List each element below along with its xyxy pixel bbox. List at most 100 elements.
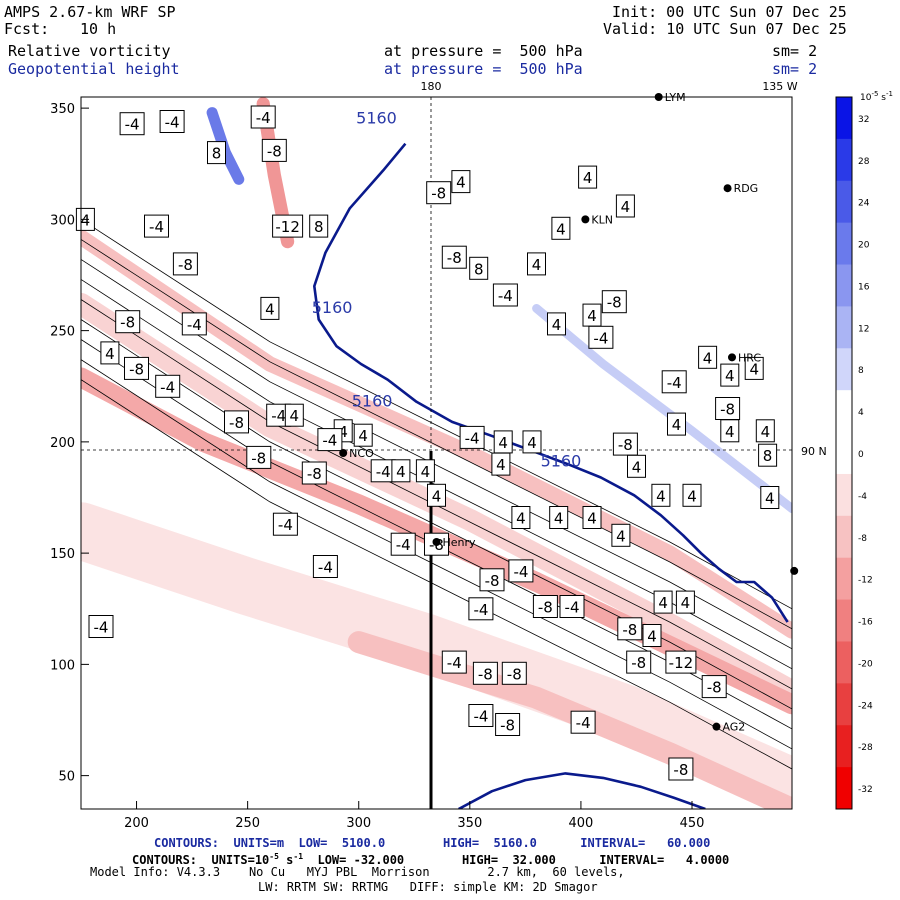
vorticity-label: 4	[647, 627, 657, 645]
vorticity-label-box	[682, 483, 702, 507]
fcst-label: Fcst:	[4, 20, 50, 38]
colorbar-swatch	[836, 683, 852, 726]
station-label: AG2	[722, 721, 745, 734]
field2-level: at pressure = 500 hPa	[384, 60, 583, 78]
vort-units-exp: -5	[269, 852, 279, 861]
vorticity-label: 4	[554, 510, 564, 528]
vorticity-label: 4	[265, 300, 275, 318]
vorticity-label: -8	[507, 665, 522, 683]
vorticity-label: -8	[538, 599, 553, 617]
colorbar-label: -24	[858, 701, 873, 711]
vorticity-label-box	[491, 452, 511, 476]
vorticity-label: 4	[583, 169, 593, 187]
vorticity-label: 4	[338, 423, 348, 441]
vorticity-label-box	[627, 454, 646, 478]
vorticity-contour-line	[81, 319, 792, 710]
colorbar-label: -32	[858, 785, 873, 795]
vorticity-label: -4	[318, 558, 333, 576]
vorticity-label-box	[661, 370, 687, 394]
vorticity-label-box	[469, 256, 489, 280]
vorticity-label-box	[588, 325, 614, 349]
vorticity-label: -8	[607, 294, 622, 312]
y-tick-label: 100	[50, 658, 75, 673]
vorticity-label-box	[155, 374, 181, 398]
cb-unit-base: 10	[860, 93, 872, 103]
vorticity-label: -8	[120, 314, 135, 332]
height-label: 5160	[541, 451, 582, 470]
vorticity-label: -4	[256, 109, 271, 127]
vorticity-label: -8	[267, 142, 282, 160]
vorticity-label-box	[611, 523, 631, 547]
y-tick-label: 200	[50, 436, 75, 451]
vorticity-label-box	[427, 483, 446, 507]
vorticity-label: 4	[587, 307, 597, 325]
physics-info: LW: RRTM SW: RRTMG DIFF: simple KM: 2D S…	[258, 880, 598, 894]
vorticity-label: -4	[278, 516, 293, 534]
vorticity-label: 4	[496, 456, 506, 474]
vorticity-label-box	[181, 312, 207, 336]
colorbar-label: 4	[858, 408, 864, 418]
x-tick-label: 350	[457, 816, 482, 831]
vorticity-label-box	[551, 216, 571, 240]
vorticity-contour-line	[81, 299, 792, 690]
vorticity-label: 4	[516, 510, 526, 528]
vorticity-label: -8	[431, 185, 446, 203]
vorticity-label: 4	[725, 367, 735, 385]
vorticity-label-box	[124, 356, 149, 380]
x-tick-label: 450	[680, 816, 705, 831]
vorticity-label-box	[720, 419, 740, 443]
vorticity-label-box	[617, 617, 643, 641]
model-info: Model Info: V4.3.3 No Cu MYJ PBL Morriso…	[90, 865, 625, 879]
station-dot	[581, 215, 590, 224]
axes-layer: 180 135 W 90 N 200 250 300 350 400 450 50 100 150 20…	[50, 80, 827, 831]
vorticity-label-box	[115, 310, 141, 334]
vorticity-label-box	[698, 345, 718, 369]
vorticity-label-box	[651, 483, 671, 507]
cb-unit-exp: -5	[871, 90, 878, 98]
vorticity-label: 4	[725, 423, 735, 441]
colorbar-label: -20	[858, 659, 873, 669]
vorticity-label: 4	[358, 427, 368, 445]
colorbar-label: 24	[858, 199, 870, 209]
field1-sm: sm= 2	[772, 42, 818, 60]
height-label: 5160	[356, 109, 397, 128]
vorticity-label: 4	[672, 416, 682, 434]
colorbar-swatch	[836, 557, 852, 601]
height-contour-5100	[458, 772, 706, 809]
vorticity-label-box	[415, 459, 435, 483]
vorticity-label-box	[601, 290, 627, 314]
vorticity-label-box	[668, 757, 694, 781]
vorticity-label: -4	[376, 463, 391, 481]
vorticity-label-box	[527, 252, 546, 276]
vorticity-band	[81, 502, 792, 809]
vorticity-label: -8	[129, 360, 144, 378]
vorticity-label: 4	[749, 360, 759, 378]
vorticity-label: 4	[621, 198, 631, 216]
vorticity-label-box	[615, 194, 635, 218]
vorticity-label: -8	[500, 716, 515, 734]
vorticity-label-box	[522, 430, 542, 454]
vorticity-label-box	[390, 532, 416, 556]
vorticity-label-box	[653, 590, 673, 614]
colorbar-swatch	[836, 515, 852, 559]
vorticity-label-box	[224, 410, 249, 434]
vorticity-label: -4	[94, 619, 109, 637]
colorbar-swatch	[836, 180, 852, 224]
station-dot	[339, 449, 348, 457]
vorticity-label: 4	[687, 487, 697, 505]
colorbar-units: 10-5 s-1	[860, 90, 893, 103]
vorticity-label-box	[492, 283, 518, 307]
colorbar-swatch	[836, 348, 852, 391]
lat-90n-label: 90 N	[801, 445, 827, 458]
vorticity-label: 8	[212, 145, 222, 163]
vorticity-label: 4	[432, 487, 442, 505]
vorticity-label-box	[495, 713, 521, 736]
station-label: RDG	[734, 182, 759, 195]
vorticity-label: 4	[656, 487, 666, 505]
height-label: 5160	[352, 391, 393, 410]
vorticity-label: 4	[532, 256, 542, 274]
vorticity-field-layer	[81, 97, 792, 809]
y-tick-label: 300	[50, 213, 75, 228]
